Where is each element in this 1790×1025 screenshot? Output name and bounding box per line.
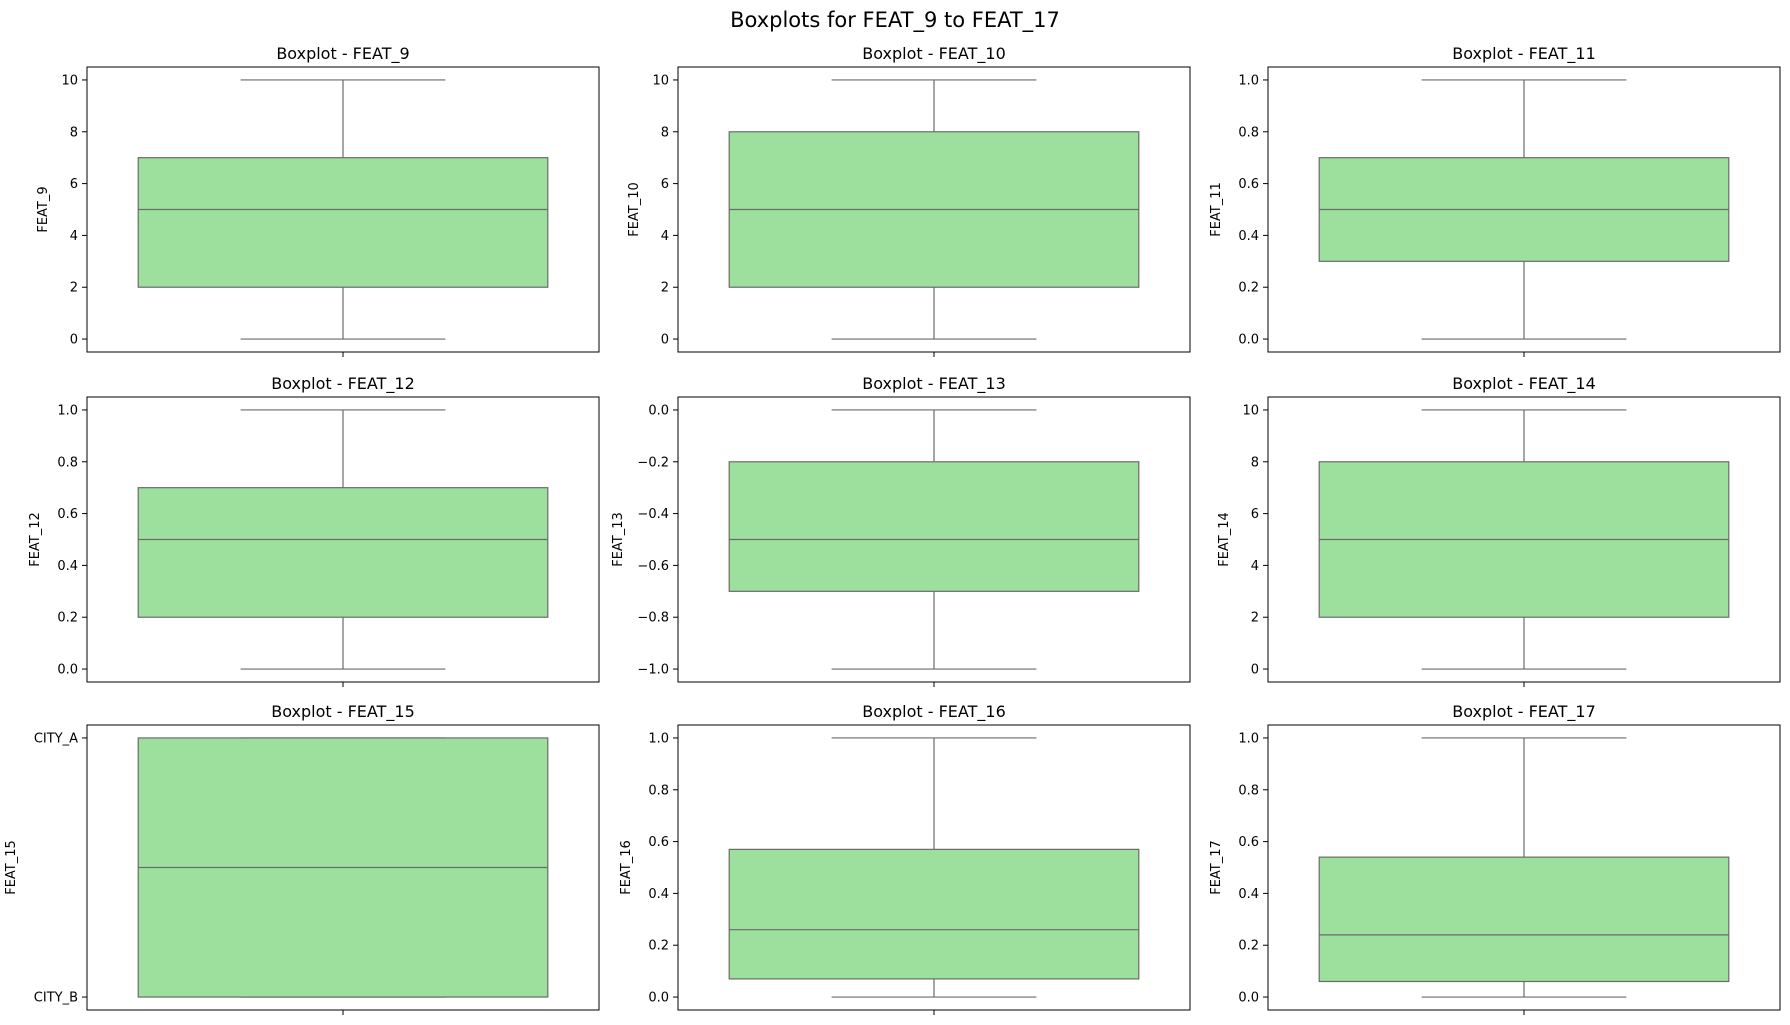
subplot-panel: Boxplot - FEAT_12 FEAT_12 0.0 0.2 0.4 0.6 0.8 1… [28, 374, 600, 687]
y-tick-label: 10 [1242, 403, 1259, 418]
y-tick-label: 6 [1251, 507, 1259, 522]
y-tick-label: 1.0 [57, 403, 78, 418]
y-tick-label: 1.0 [648, 731, 669, 746]
y-tick-label: 2 [70, 281, 78, 296]
y-tick-label: 1.0 [1238, 73, 1259, 88]
subplot-title: Boxplot - FEAT_13 [862, 374, 1006, 394]
subplot-title: Boxplot - FEAT_12 [271, 374, 415, 394]
axes-frame [677, 396, 1191, 683]
y-tick-label: 0.8 [1238, 783, 1259, 798]
y-tick-label: 10 [61, 73, 78, 88]
y-tick-label: −1.0 [637, 663, 669, 678]
y-tick-label: 4 [661, 229, 669, 244]
y-tick-label: 0 [1251, 663, 1259, 678]
subplot-panel: Boxplot - FEAT_15 FEAT_15 CITY_B CITY_A [4, 702, 600, 1015]
y-axis-label: FEAT_9 [36, 186, 51, 232]
y-tick-label: 0.2 [1238, 939, 1259, 954]
y-tick-label: 2 [1251, 611, 1259, 626]
y-axis-label: FEAT_17 [1209, 840, 1224, 895]
y-tick-label: CITY_A [34, 731, 78, 746]
y-tick-label: 0 [661, 333, 669, 348]
iqr-box [1318, 856, 1730, 983]
y-tick-label: 0.6 [57, 507, 78, 522]
axes-frame [86, 724, 600, 1011]
iqr-box [728, 848, 1140, 980]
subplot-panel: Boxplot - FEAT_14 FEAT_14 0 2 4 6 8 10 [1217, 374, 1781, 687]
y-tick-label: 8 [70, 125, 78, 140]
subplot-title: Boxplot - FEAT_16 [862, 702, 1006, 722]
axes-frame [86, 396, 600, 683]
axes-frame [1267, 396, 1781, 683]
subplot-title: Boxplot - FEAT_15 [271, 702, 415, 722]
y-tick-label: 0.0 [57, 663, 78, 678]
subplot-title: Boxplot - FEAT_9 [276, 44, 409, 64]
y-tick-label: 4 [70, 229, 78, 244]
y-tick-label: 0.4 [1238, 229, 1259, 244]
subplot-title: Boxplot - FEAT_14 [1452, 374, 1596, 394]
y-tick-label: 10 [652, 73, 669, 88]
subplot-panel: Boxplot - FEAT_13 FEAT_13 −1.0 −0.8 −0.6 −0.4… [611, 374, 1191, 687]
subplot-title: Boxplot - FEAT_10 [862, 44, 1006, 64]
y-axis-label: FEAT_15 [4, 840, 19, 895]
y-tick-label: 0.0 [1238, 333, 1259, 348]
y-tick-label: 0.2 [648, 939, 669, 954]
subplot-title: Boxplot - FEAT_17 [1452, 702, 1596, 722]
iqr-box [728, 461, 1140, 592]
iqr-box [137, 487, 549, 618]
y-tick-label: −0.8 [637, 611, 669, 626]
y-axis-label: FEAT_13 [611, 512, 626, 567]
subplot-panel: Boxplot - FEAT_9 FEAT_9 0 2 4 6 8 10 [36, 44, 600, 357]
y-tick-label: −0.6 [637, 559, 669, 574]
y-axis-label: FEAT_10 [627, 182, 642, 237]
axes-frame [86, 66, 600, 353]
y-tick-label: 0.4 [648, 887, 669, 902]
y-tick-label: 0.2 [1238, 281, 1259, 296]
subplot-panel: Boxplot - FEAT_16 FEAT_16 0.0 0.2 0.4 0.6 0.8 1… [619, 702, 1191, 1015]
y-tick-label: −0.2 [637, 455, 669, 470]
y-tick-label: 4 [1251, 559, 1259, 574]
axes-frame [1267, 724, 1781, 1011]
axes-frame [677, 66, 1191, 353]
y-tick-label: CITY_B [34, 991, 78, 1006]
y-tick-label: 0.6 [648, 835, 669, 850]
y-tick-label: 0.8 [57, 455, 78, 470]
y-axis-label: FEAT_14 [1217, 512, 1232, 567]
y-tick-label: 0.0 [648, 991, 669, 1006]
axes-frame [677, 724, 1191, 1011]
y-tick-label: 0.8 [1238, 125, 1259, 140]
subplot-panel: Boxplot - FEAT_11 FEAT_11 0.0 0.2 0.4 0.6 0.8 1… [1209, 44, 1781, 357]
y-tick-label: 0.6 [1238, 835, 1259, 850]
y-tick-label: 8 [661, 125, 669, 140]
y-axis-label: FEAT_11 [1209, 182, 1224, 237]
y-tick-label: 2 [661, 281, 669, 296]
y-tick-label: 8 [1251, 455, 1259, 470]
y-tick-label: 0.8 [648, 783, 669, 798]
y-axis-label: FEAT_16 [619, 840, 634, 895]
y-tick-label: 6 [70, 177, 78, 192]
y-tick-label: 0 [70, 333, 78, 348]
y-tick-label: 0.2 [57, 611, 78, 626]
subplot-title: Boxplot - FEAT_11 [1452, 44, 1596, 64]
axes-frame [1267, 66, 1781, 353]
y-tick-label: 0.6 [1238, 177, 1259, 192]
y-axis-label: FEAT_12 [28, 512, 43, 567]
y-tick-label: 0.4 [1238, 887, 1259, 902]
y-tick-label: 1.0 [1238, 731, 1259, 746]
subplot-panel: Boxplot - FEAT_17 FEAT_17 0.0 0.2 0.4 0.6 0.8 1… [1209, 702, 1781, 1015]
y-tick-label: 0.0 [1238, 991, 1259, 1006]
y-tick-label: 0.4 [57, 559, 78, 574]
y-tick-label: 0.0 [648, 403, 669, 418]
iqr-box [137, 157, 549, 288]
figure-suptitle: Boxplots for FEAT_9 to FEAT_17 [730, 8, 1060, 33]
y-tick-label: 6 [661, 177, 669, 192]
y-tick-label: −0.4 [637, 507, 669, 522]
subplot-panel: Boxplot - FEAT_10 FEAT_10 0 2 4 6 8 10 [627, 44, 1191, 357]
